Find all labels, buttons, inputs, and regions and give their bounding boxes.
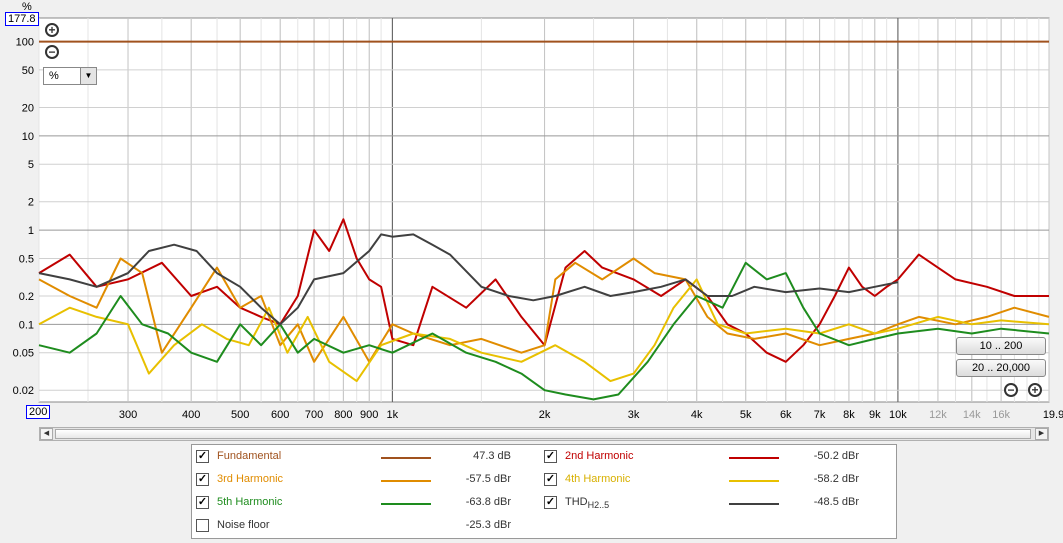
y-zoom-in-icon[interactable]: + [45,23,59,37]
y-tick-label: 0.1 [19,319,34,331]
legend-value: -48.5 dBr [813,496,859,508]
x-axis-min-field[interactable]: 200 [26,405,51,419]
legend-value: -57.5 dBr [465,473,511,485]
scroll-left-icon[interactable]: ◀ [40,428,53,440]
unit-dropdown-value: % [49,70,59,82]
x-tick-label: 7k [814,409,826,421]
x-tick-label: 12k [929,409,947,421]
legend-label: 4th Harmonic [565,473,631,485]
y-axis-max-field[interactable]: 177.8 [5,12,39,26]
x-tick-label: 8k [843,409,855,421]
legend-label: THDH2..5 [565,496,610,510]
y-tick-label: 0.2 [19,291,34,303]
legend-label: 5th Harmonic [217,496,283,508]
x-tick-label: 400 [182,409,200,421]
series-line-5th-harmonic [38,261,1050,401]
x-tick-label: 600 [271,409,289,421]
legend-value: 47.3 dB [473,450,511,462]
x-tick-label: 19.9kHz [1043,409,1063,421]
legend-value: -58.2 dBr [813,473,859,485]
chart-svg: 100 50 20 10 5 2 1 0.5 0.2 0.1 0.05 0.02 300 400 500 60… [13,17,1063,421]
chevron-down-icon[interactable]: ▼ [80,68,96,84]
x-tick-label: 5k [740,409,752,421]
3rd-harmonic-checkbox[interactable]: ✓ [196,473,209,486]
y-tick-label: 0.05 [13,348,34,360]
legend-swatch [381,480,431,482]
x-tick-label: 3k [628,409,640,421]
y-tick-label: 2 [28,197,34,209]
x-tick-label: 800 [334,409,352,421]
legend-value: -25.3 dBr [465,519,511,531]
legend-value: -50.2 dBr [813,450,859,462]
y-tick-label: 10 [22,131,34,143]
y-tick-label: 50 [22,65,34,77]
y-tick-label: 20 [22,102,34,114]
series-line-4th-harmonic [38,278,1050,383]
scrollbar-thumb[interactable] [55,429,1031,439]
y-tick-label: 100 [16,37,34,49]
x-tick-label: 700 [305,409,323,421]
x-tick-label: 16k [992,409,1010,421]
series-line-2nd-harmonic [38,218,1049,363]
x-zoom-out-icon[interactable]: − [1004,383,1018,397]
y-tick-label: 0.5 [19,253,34,265]
legend-value: -63.8 dBr [465,496,511,508]
x-tick-label: 14k [963,409,981,421]
thd-subscript: H2..5 [587,500,610,510]
legend-swatch [729,480,779,482]
legend-label: 3rd Harmonic [217,473,284,485]
x-tick-label: 2k [539,409,551,421]
x-zoom-in-icon[interactable]: + [1028,383,1042,397]
legend-label: Noise floor [217,519,270,531]
2nd-harmonic-checkbox[interactable]: ✓ [544,450,557,463]
unit-dropdown[interactable]: % ▼ [43,67,97,85]
x-tick-label: 500 [231,409,249,421]
series-line-thd [38,233,899,326]
legend-swatch [729,457,779,459]
legend-swatch [381,457,431,459]
legend-swatch [729,503,779,505]
5th-harmonic-checkbox[interactable]: ✓ [196,496,209,509]
x-tick-label: 6k [780,409,792,421]
y-tick-label: 5 [28,159,34,171]
4th-harmonic-checkbox[interactable]: ✓ [544,473,557,486]
legend-label: 2nd Harmonic [565,450,634,462]
legend-label: Fundamental [217,450,282,462]
legend-swatch [381,503,431,505]
x-tick-label: 9k [869,409,881,421]
range-10-200-button[interactable]: 10 .. 200 [956,337,1046,355]
range-20-20000-button[interactable]: 20 .. 20,000 [956,359,1046,377]
horizontal-scrollbar[interactable]: ◀ ▶ [39,427,1049,441]
y-tick-label: 1 [28,225,34,237]
x-tick-label: 900 [360,409,378,421]
y-zoom-out-icon[interactable]: − [45,45,59,59]
thd-checkbox[interactable]: ✓ [544,496,557,509]
y-axis-unit-label: % [22,1,32,13]
x-tick-label: 1k [387,409,399,421]
y-tick-label: 0.02 [13,385,34,397]
x-tick-label: 4k [691,409,703,421]
fundamental-checkbox[interactable]: ✓ [196,450,209,463]
legend-panel: ✓ Fundamental 47.3 dB ✓ 2nd Harmonic -50… [191,444,897,539]
series-line-3rd-harmonic [38,257,1050,363]
scroll-right-icon[interactable]: ▶ [1035,428,1048,440]
x-tick-label: 300 [119,409,137,421]
x-tick-label: 10k [889,409,907,421]
noise-floor-checkbox[interactable] [196,519,209,532]
